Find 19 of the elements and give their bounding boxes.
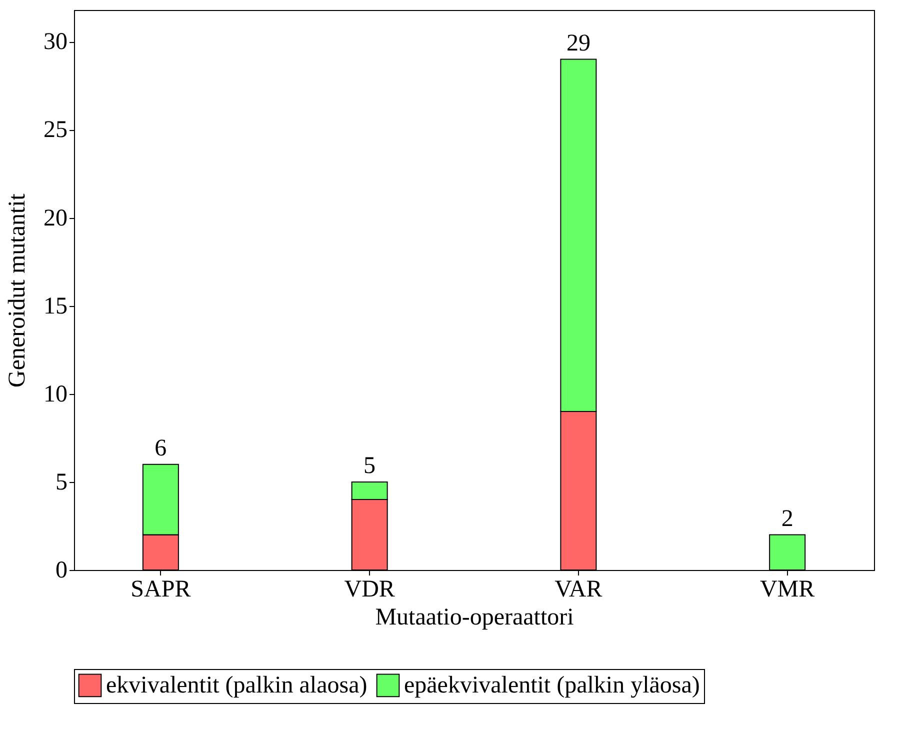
y-tick-label: 0 (56, 558, 68, 584)
x-axis-title: Mutaatio-operaattori (375, 604, 574, 630)
x-tick-label: VDR (344, 576, 395, 602)
y-tick-label: 30 (44, 29, 68, 56)
x-tick-label: VMR (760, 576, 815, 602)
y-tick-label: 20 (44, 205, 68, 232)
total-label: 5 (364, 452, 376, 479)
total-label: 6 (154, 435, 167, 462)
y-tick-label: 25 (44, 117, 68, 144)
y-axis-title: Generoidut mutantit (4, 193, 30, 388)
y-tick-label: 15 (44, 293, 68, 320)
total-label: 2 (781, 506, 794, 532)
x-tick-label: SAPR (130, 576, 191, 602)
total-label: 29 (566, 30, 590, 56)
y-tick-label: 5 (56, 469, 68, 496)
x-tick-label: VAR (554, 576, 602, 602)
legend-label: ekvivalentit (palkin alaosa) (106, 672, 368, 698)
y-tick-label: 10 (44, 381, 68, 408)
legend-label: epäekvivalentit (palkin yläosa) (404, 672, 700, 698)
